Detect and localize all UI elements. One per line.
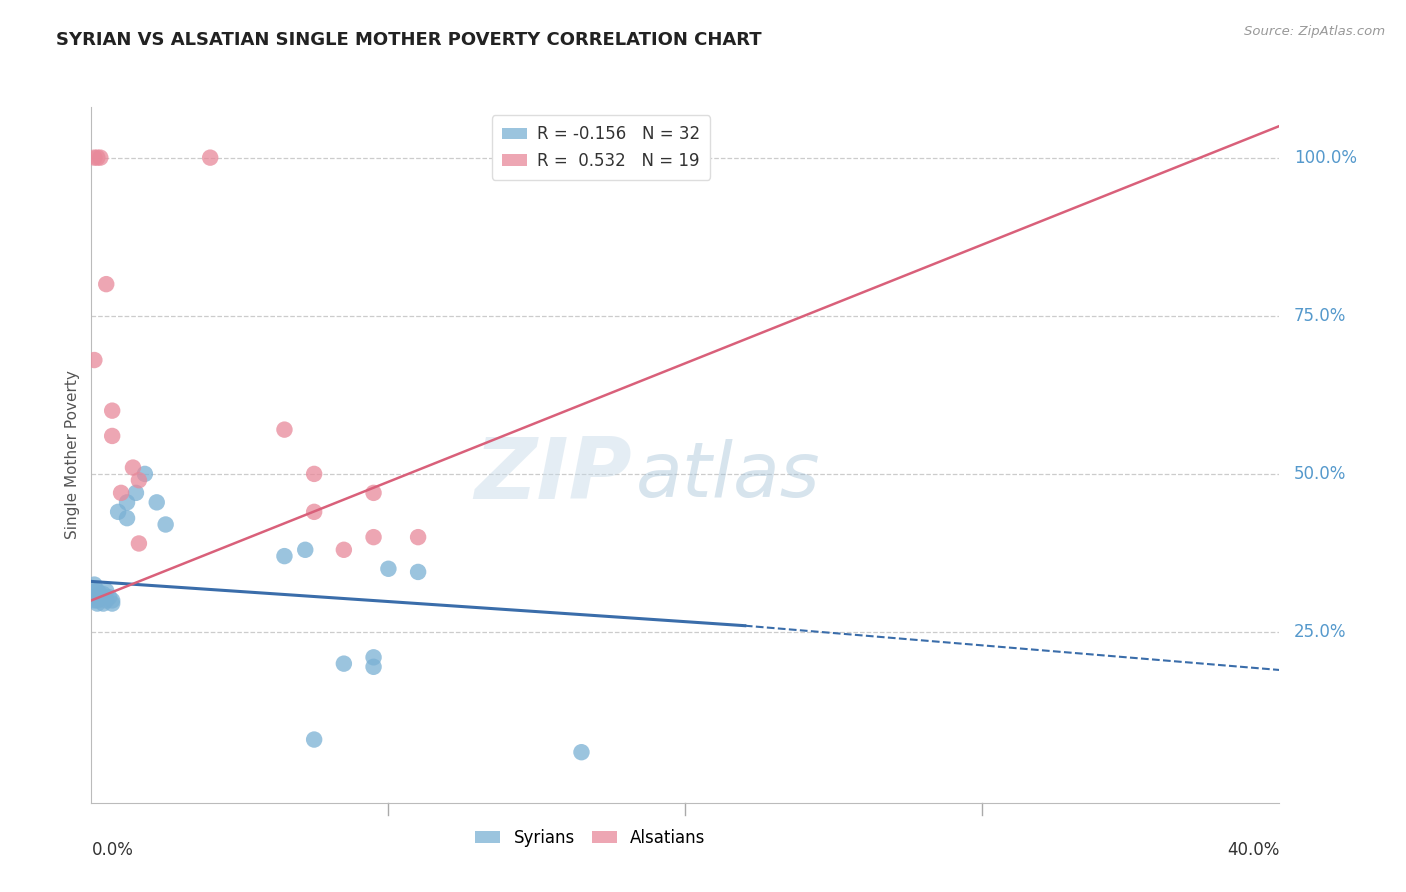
Point [145, 495, 167, 509]
Point [101, 429, 124, 443]
Legend: Syrians, Alsatians: Syrians, Alsatians [468, 822, 711, 854]
Point [83, 151, 105, 165]
Point [363, 660, 385, 674]
Point [91, 587, 114, 601]
Y-axis label: Single Mother Poverty: Single Mother Poverty [65, 370, 80, 540]
Point [91, 597, 114, 611]
Point [125, 486, 148, 500]
Point [302, 732, 325, 747]
Text: 40.0%: 40.0% [1227, 841, 1279, 859]
Point [110, 486, 132, 500]
Point [406, 565, 429, 579]
Point [333, 657, 356, 671]
Point [115, 495, 138, 509]
Point [83, 593, 105, 607]
Point [377, 562, 399, 576]
Text: 0.0%: 0.0% [91, 841, 134, 859]
Point [101, 593, 124, 607]
Point [96, 583, 118, 598]
Point [98, 591, 121, 605]
Point [200, 151, 222, 165]
Point [363, 486, 385, 500]
Text: Source: ZipAtlas.com: Source: ZipAtlas.com [1244, 25, 1385, 38]
Point [294, 542, 316, 557]
Point [86, 597, 108, 611]
Text: 100.0%: 100.0% [1294, 149, 1357, 167]
Point [115, 511, 138, 525]
Point [363, 650, 385, 665]
Point [406, 530, 429, 544]
Point [101, 403, 124, 417]
Point [155, 517, 177, 532]
Text: 25.0%: 25.0% [1294, 623, 1346, 641]
Point [96, 593, 118, 607]
Point [333, 542, 356, 557]
Point [128, 473, 150, 487]
Point [571, 745, 593, 759]
Text: 75.0%: 75.0% [1294, 307, 1346, 325]
Point [302, 505, 325, 519]
Point [89, 587, 111, 601]
Point [122, 460, 145, 475]
Point [128, 536, 150, 550]
Point [273, 423, 295, 437]
Point [86, 151, 108, 165]
Point [96, 277, 118, 292]
Point [83, 583, 105, 598]
Text: SYRIAN VS ALSATIAN SINGLE MOTHER POVERTY CORRELATION CHART: SYRIAN VS ALSATIAN SINGLE MOTHER POVERTY… [56, 31, 762, 49]
Point [89, 151, 111, 165]
Point [273, 549, 295, 563]
Point [86, 583, 108, 598]
Point [101, 597, 124, 611]
Point [107, 505, 129, 519]
Point [86, 593, 108, 607]
Point [134, 467, 156, 481]
Point [83, 577, 105, 591]
Text: 50.0%: 50.0% [1294, 465, 1346, 483]
Point [83, 591, 105, 605]
Point [302, 467, 325, 481]
Point [89, 591, 111, 605]
Text: atlas: atlas [636, 439, 820, 513]
Point [363, 530, 385, 544]
Point [83, 353, 105, 368]
Text: ZIP: ZIP [474, 434, 631, 517]
